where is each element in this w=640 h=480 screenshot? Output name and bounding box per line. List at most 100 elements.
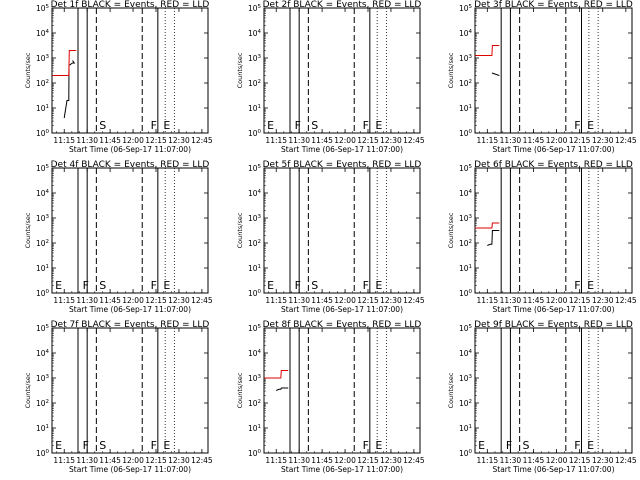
panel-title: Det 9f BLACK = Events, RED = LLD bbox=[474, 320, 633, 330]
x-tick-label: 12:45 bbox=[403, 296, 425, 305]
panel-title: Det 5f BLACK = Events, RED = LLD bbox=[263, 160, 422, 170]
y-tick-label: 100 bbox=[36, 129, 50, 138]
y-tick-label: 102 bbox=[248, 239, 261, 248]
y-tick-label: 105 bbox=[36, 4, 50, 13]
panel-title: Det 6f BLACK = Events, RED = LLD bbox=[474, 160, 633, 170]
x-tick-label: 11:15 bbox=[477, 456, 499, 465]
y-tick-label: 102 bbox=[248, 399, 261, 408]
x-tick-label: 12:30 bbox=[168, 296, 190, 305]
x-tick-label: 11:15 bbox=[477, 296, 499, 305]
y-tick-label: 101 bbox=[459, 424, 472, 433]
y-tick-label: 103 bbox=[248, 214, 262, 223]
panel-4: Det 4f BLACK = Events, RED = LLD 100 101 10… bbox=[24, 160, 213, 314]
panel-title: Det 1f BLACK = Events, RED = LLD bbox=[51, 0, 210, 10]
panel-9: Det 9f BLACK = Events, RED = LLD 100 101 10… bbox=[447, 320, 637, 474]
phase-marker: F bbox=[83, 439, 89, 452]
phase-marker: F bbox=[506, 439, 512, 452]
x-tick-label: 11:15 bbox=[53, 456, 75, 465]
lld-series bbox=[475, 45, 500, 56]
y-tick-label: 102 bbox=[459, 239, 472, 248]
plot-frame bbox=[474, 7, 633, 134]
phase-marker: E bbox=[55, 439, 62, 452]
x-tick-label: 12:30 bbox=[168, 456, 190, 465]
x-tick-label: 11:45 bbox=[523, 456, 545, 465]
phase-marker: E bbox=[163, 439, 170, 452]
phase-marker: F bbox=[83, 279, 89, 292]
x-tick-label: 11:45 bbox=[311, 456, 333, 465]
x-tick-label: 12:00 bbox=[546, 456, 568, 465]
x-axis-label: Start Time (06-Sep-17 11:07:00) bbox=[493, 305, 615, 314]
y-axis-label: Counts/sec bbox=[24, 212, 32, 248]
x-tick-label: 12:15 bbox=[569, 456, 591, 465]
phase-marker: E bbox=[375, 279, 382, 292]
x-tick-label: 11:15 bbox=[53, 136, 75, 145]
plot-frame bbox=[51, 327, 209, 454]
y-tick-label: 104 bbox=[36, 29, 50, 38]
x-tick-label: 11:30 bbox=[76, 136, 98, 145]
x-tick-label: 12:00 bbox=[334, 296, 356, 305]
x-tick-label: 12:15 bbox=[569, 296, 591, 305]
phase-marker: E bbox=[267, 279, 274, 292]
x-tick-label: 11:30 bbox=[288, 456, 310, 465]
events-series bbox=[491, 72, 500, 76]
y-tick-label: 100 bbox=[459, 129, 473, 138]
x-tick-label: 12:45 bbox=[191, 296, 213, 305]
x-axis-label: Start Time (06-Sep-17 11:07:00) bbox=[281, 145, 403, 154]
phase-marker: F bbox=[363, 439, 369, 452]
panel-2: Det 2f BLACK = Events, RED = LLD 100 101 10… bbox=[236, 0, 425, 154]
phase-marker: E bbox=[375, 439, 382, 452]
panel-title: Det 4f BLACK = Events, RED = LLD bbox=[51, 160, 210, 170]
x-tick-label: 12:15 bbox=[357, 136, 379, 145]
panel-title: Det 2f BLACK = Events, RED = LLD bbox=[263, 0, 422, 10]
y-tick-label: 102 bbox=[36, 399, 49, 408]
x-tick-label: 11:45 bbox=[99, 296, 121, 305]
y-axis-label: Counts/sec bbox=[236, 372, 244, 408]
y-axis-label: Counts/sec bbox=[24, 52, 32, 88]
panel-5: Det 5f BLACK = Events, RED = LLD 100 101 10… bbox=[236, 160, 425, 314]
y-tick-label: 103 bbox=[459, 374, 473, 383]
panel-title: Det 7f BLACK = Events, RED = LLD bbox=[51, 320, 210, 330]
y-tick-label: 102 bbox=[459, 79, 472, 88]
y-tick-label: 105 bbox=[248, 4, 262, 13]
x-tick-label: 11:45 bbox=[311, 136, 333, 145]
x-tick-label: 11:45 bbox=[99, 456, 121, 465]
x-tick-label: 12:15 bbox=[569, 136, 591, 145]
x-tick-label: 11:15 bbox=[477, 136, 499, 145]
phase-marker: E bbox=[163, 279, 170, 292]
y-tick-label: 105 bbox=[248, 324, 262, 333]
phase-marker: E bbox=[587, 439, 594, 452]
x-tick-label: 12:30 bbox=[592, 296, 614, 305]
x-tick-label: 11:15 bbox=[265, 296, 287, 305]
x-tick-label: 11:45 bbox=[523, 296, 545, 305]
phase-marker: E bbox=[267, 119, 274, 132]
y-tick-label: 100 bbox=[459, 289, 473, 298]
y-tick-label: 103 bbox=[36, 374, 50, 383]
phase-marker: F bbox=[295, 119, 301, 132]
y-tick-label: 105 bbox=[459, 4, 473, 13]
phase-marker: E bbox=[587, 279, 594, 292]
phase-marker: S bbox=[311, 119, 318, 132]
plot-frame bbox=[51, 167, 209, 294]
y-tick-label: 104 bbox=[248, 29, 262, 38]
phase-marker: E bbox=[478, 439, 485, 452]
y-tick-label: 103 bbox=[248, 54, 262, 63]
phase-marker: S bbox=[99, 119, 106, 132]
x-tick-label: 11:45 bbox=[523, 136, 545, 145]
x-tick-label: 11:30 bbox=[500, 296, 522, 305]
phase-marker: S bbox=[311, 279, 318, 292]
events-series bbox=[276, 387, 289, 391]
phase-marker: F bbox=[151, 119, 157, 132]
x-tick-label: 12:45 bbox=[615, 296, 637, 305]
x-axis-label: Start Time (06-Sep-17 11:07:00) bbox=[69, 305, 191, 314]
x-tick-label: 11:15 bbox=[53, 296, 75, 305]
phase-marker: F bbox=[363, 279, 369, 292]
plot-frame bbox=[263, 327, 421, 454]
y-axis-label: Counts/sec bbox=[447, 372, 455, 408]
y-axis-label: Counts/sec bbox=[24, 372, 32, 408]
x-tick-label: 11:15 bbox=[265, 456, 287, 465]
x-tick-label: 12:15 bbox=[357, 296, 379, 305]
y-tick-label: 104 bbox=[459, 349, 473, 358]
x-tick-label: 12:00 bbox=[546, 296, 568, 305]
y-tick-label: 101 bbox=[36, 104, 49, 113]
x-tick-label: 12:00 bbox=[122, 296, 144, 305]
